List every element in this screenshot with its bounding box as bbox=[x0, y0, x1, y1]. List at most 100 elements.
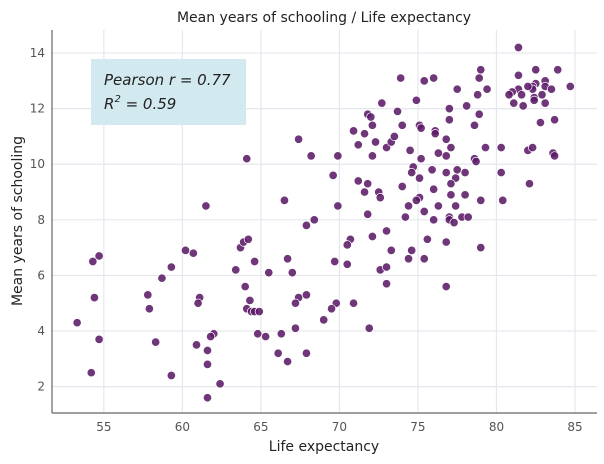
x-tick-label: 70 bbox=[332, 420, 347, 434]
data-point bbox=[407, 168, 417, 178]
data-point bbox=[349, 298, 359, 308]
data-point bbox=[441, 168, 451, 178]
data-point bbox=[476, 243, 486, 253]
data-point bbox=[240, 281, 250, 292]
data-point bbox=[496, 143, 506, 153]
data-point bbox=[517, 90, 527, 100]
data-point bbox=[202, 345, 213, 356]
data-point bbox=[452, 165, 462, 175]
data-point bbox=[86, 368, 96, 378]
data-point bbox=[441, 237, 451, 247]
data-point bbox=[513, 42, 524, 53]
data-point bbox=[463, 212, 473, 222]
data-point bbox=[389, 131, 399, 142]
data-point bbox=[411, 195, 421, 205]
data-point bbox=[496, 168, 506, 178]
data-point bbox=[243, 234, 253, 244]
data-point bbox=[231, 265, 241, 275]
data-point bbox=[370, 137, 381, 147]
data-point bbox=[509, 98, 519, 108]
data-point bbox=[202, 359, 213, 369]
data-point bbox=[94, 334, 104, 344]
data-point bbox=[143, 290, 153, 300]
data-point bbox=[444, 115, 454, 125]
data-point bbox=[397, 181, 407, 192]
data-point bbox=[349, 126, 359, 136]
data-point bbox=[309, 215, 319, 225]
data-point bbox=[540, 98, 550, 108]
y-tick-label: 10 bbox=[30, 157, 45, 171]
data-point bbox=[319, 315, 329, 325]
data-point bbox=[546, 84, 557, 94]
data-point bbox=[451, 201, 461, 211]
data-point bbox=[414, 173, 425, 183]
y-tick-label: 2 bbox=[37, 380, 45, 394]
data-point bbox=[253, 329, 263, 339]
data-point bbox=[550, 151, 560, 161]
data-point bbox=[553, 65, 563, 75]
data-point bbox=[206, 332, 216, 342]
data-point bbox=[290, 323, 300, 333]
data-point bbox=[430, 129, 440, 139]
data-point bbox=[353, 140, 363, 150]
data-point bbox=[245, 295, 255, 305]
data-point bbox=[89, 293, 99, 303]
data-point bbox=[306, 151, 316, 161]
data-point bbox=[264, 268, 274, 278]
data-point bbox=[473, 90, 483, 100]
data-point bbox=[360, 187, 370, 197]
x-tick-label: 75 bbox=[410, 420, 425, 434]
data-point bbox=[276, 329, 286, 339]
data-point bbox=[476, 195, 486, 205]
data-point bbox=[94, 251, 104, 261]
y-tick-label: 12 bbox=[30, 102, 45, 116]
data-point bbox=[429, 73, 439, 83]
data-point bbox=[381, 262, 392, 272]
data-point bbox=[188, 248, 198, 258]
grid bbox=[52, 30, 597, 413]
data-point bbox=[333, 201, 343, 211]
data-point bbox=[330, 256, 340, 267]
data-point bbox=[407, 245, 417, 255]
data-point bbox=[342, 259, 352, 269]
data-point bbox=[366, 112, 376, 122]
data-point bbox=[151, 337, 161, 347]
data-point bbox=[283, 357, 293, 367]
x-tick-labels: 55 60 65 70 75 80 85 bbox=[96, 420, 582, 434]
data-point bbox=[301, 348, 311, 358]
data-point bbox=[429, 184, 439, 194]
data-point bbox=[363, 179, 373, 189]
data-point bbox=[444, 104, 454, 114]
data-points bbox=[72, 42, 575, 403]
data-point bbox=[342, 240, 352, 250]
data-point bbox=[301, 290, 311, 300]
data-point bbox=[301, 220, 311, 230]
y-tick-labels: 2 4 6 8 10 12 14 bbox=[30, 46, 45, 394]
correlation-annotation: Pearson r = 0.77 R2 = 0.59 bbox=[91, 59, 246, 125]
data-point bbox=[193, 298, 203, 308]
data-point bbox=[531, 65, 541, 75]
data-point bbox=[328, 170, 338, 180]
data-point bbox=[446, 143, 456, 153]
data-point bbox=[535, 118, 546, 128]
data-point bbox=[287, 268, 297, 278]
data-point bbox=[427, 165, 437, 175]
data-point bbox=[377, 98, 387, 108]
data-point bbox=[462, 101, 472, 111]
data-point bbox=[429, 215, 439, 225]
data-point bbox=[565, 81, 575, 91]
data-point bbox=[166, 370, 176, 381]
data-point bbox=[441, 134, 451, 144]
data-point bbox=[537, 90, 547, 100]
data-point bbox=[482, 84, 492, 94]
y-tick-label: 8 bbox=[37, 213, 45, 227]
r-squared-label: R2 = 0.59 bbox=[104, 94, 176, 113]
data-point bbox=[327, 304, 337, 314]
y-tick-label: 14 bbox=[30, 46, 45, 60]
data-point bbox=[469, 120, 480, 130]
r2-exponent: 2 bbox=[114, 94, 120, 105]
data-point bbox=[290, 298, 300, 308]
data-point bbox=[419, 206, 429, 217]
data-point bbox=[474, 109, 484, 119]
data-point bbox=[460, 190, 470, 200]
